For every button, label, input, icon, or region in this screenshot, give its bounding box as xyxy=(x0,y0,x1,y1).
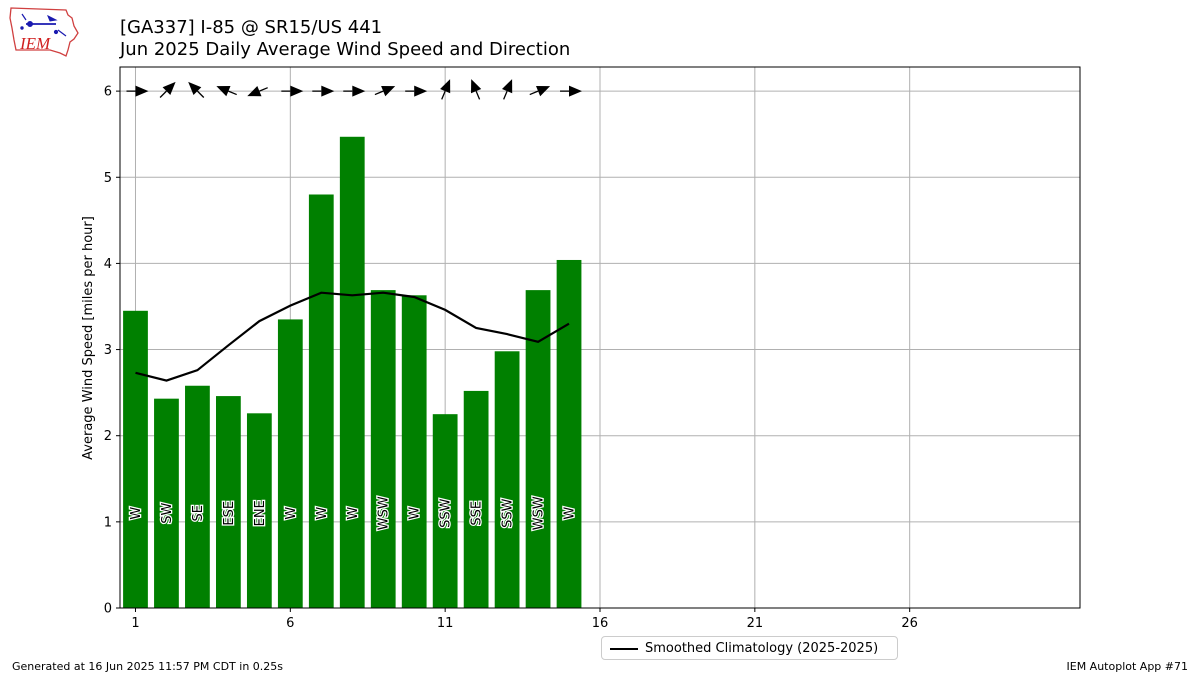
x-tick-label: 26 xyxy=(901,616,918,631)
direction-label: WSW xyxy=(377,496,392,530)
x-tick-label: 21 xyxy=(747,616,764,631)
y-tick-label: 0 xyxy=(104,602,112,617)
wind-arrow-shaft xyxy=(259,87,268,92)
y-tick-label: 6 xyxy=(104,85,112,100)
x-tick-label: 16 xyxy=(592,616,609,631)
bar-series xyxy=(123,136,582,608)
iem-logo: IEM xyxy=(9,7,79,57)
direction-labels: W SW SE ESE ENE W W W WSW W SSW SSE SSW WSW W xyxy=(128,495,579,532)
legend-label: Smoothed Climatology (2025-2025) xyxy=(645,641,879,656)
iowa-outline-shape xyxy=(9,7,79,57)
wind-arrow-head xyxy=(471,79,482,94)
chart-title: [GA337] I-85 @ SR15/US 441 xyxy=(120,17,383,38)
wind-speed-bar xyxy=(401,295,427,608)
wind-arrow-head xyxy=(247,86,262,97)
direction-label: W xyxy=(129,507,144,520)
wind-speed-bar xyxy=(432,414,458,608)
wind-direction-arrows xyxy=(126,79,582,100)
direction-label: ENE xyxy=(253,500,268,526)
wind-arrow-shaft xyxy=(529,90,539,96)
wind-arrow-head xyxy=(536,86,551,97)
wind-speed-bar xyxy=(556,259,582,608)
direction-label: ESE xyxy=(222,501,237,526)
y-axis-label: Average Wind Speed [miles per hour] xyxy=(81,216,96,460)
direction-label: SSW xyxy=(439,498,454,528)
y-tick-label: 1 xyxy=(104,515,112,530)
wind-arrow-shaft xyxy=(159,90,167,98)
x-tick-label: 6 xyxy=(286,616,294,631)
direction-label: W xyxy=(284,507,299,520)
wind-speed-bar xyxy=(463,390,489,608)
direction-label: SSW xyxy=(501,498,516,528)
legend-line-swatch xyxy=(610,648,638,650)
direction-label: W xyxy=(315,507,330,520)
direction-label: SE xyxy=(191,505,206,521)
chart-subtitle: Jun 2025 Daily Average Wind Speed and Di… xyxy=(120,39,571,60)
wind-speed-bar xyxy=(494,351,520,608)
wind-arrow-head xyxy=(216,86,231,97)
wind-arrow-shaft xyxy=(441,90,446,100)
wind-speed-bar xyxy=(277,319,303,608)
direction-label: SSE xyxy=(470,501,485,526)
weather-symbols-icon xyxy=(20,13,67,37)
y-tick-label: 2 xyxy=(104,429,112,444)
wind-speed-bar xyxy=(123,310,148,608)
y-tick-label: 3 xyxy=(104,343,112,358)
direction-label: W xyxy=(563,507,578,520)
logo-text: IEM xyxy=(19,34,51,53)
climatology-series xyxy=(135,291,570,382)
wind-arrow-shaft xyxy=(228,90,237,96)
wind-arrow-head xyxy=(162,81,176,95)
direction-label: W xyxy=(346,507,361,520)
direction-label: WSW xyxy=(532,496,547,530)
wind-arrow-shaft xyxy=(503,90,508,100)
generated-timestamp: Generated at 16 Jun 2025 11:57 PM CDT in… xyxy=(12,660,284,673)
wind-arrow-shaft xyxy=(475,90,481,100)
chart-legend: Smoothed Climatology (2025-2025) xyxy=(601,636,898,660)
wind-arrow-head xyxy=(321,85,335,97)
wind-speed-bar xyxy=(525,290,551,608)
wind-arrow-head xyxy=(352,85,366,97)
wind-arrow-head xyxy=(440,79,451,94)
wind-speed-bar xyxy=(185,385,210,608)
wind-arrow-head xyxy=(290,85,304,97)
climatology-line xyxy=(135,291,570,382)
wind-arrow-head xyxy=(569,85,582,97)
wind-speed-bar xyxy=(370,290,396,608)
x-tick-label: 11 xyxy=(437,616,454,631)
direction-label: W xyxy=(408,507,423,520)
wind-arrow-head xyxy=(188,81,202,95)
wind-arrow-head xyxy=(135,85,149,97)
wind-arrow-head xyxy=(414,85,428,97)
wind-speed-bar xyxy=(339,136,365,608)
direction-label: SW xyxy=(160,503,175,524)
wind-arrow-head xyxy=(381,86,396,97)
wind-speed-bar xyxy=(308,194,334,608)
wind-speed-bar xyxy=(154,398,179,608)
wind-arrow-shaft xyxy=(374,90,384,96)
wind-arrow-head xyxy=(502,79,513,94)
y-tick-label: 5 xyxy=(104,171,112,186)
wind-speed-bar xyxy=(246,413,272,608)
wind-speed-bar xyxy=(216,396,241,608)
wind-arrow-shaft xyxy=(196,90,205,98)
y-tick-label: 4 xyxy=(104,257,112,272)
app-id-label: IEM Autoplot App #71 xyxy=(1066,660,1189,673)
x-tick-label: 1 xyxy=(131,616,139,631)
